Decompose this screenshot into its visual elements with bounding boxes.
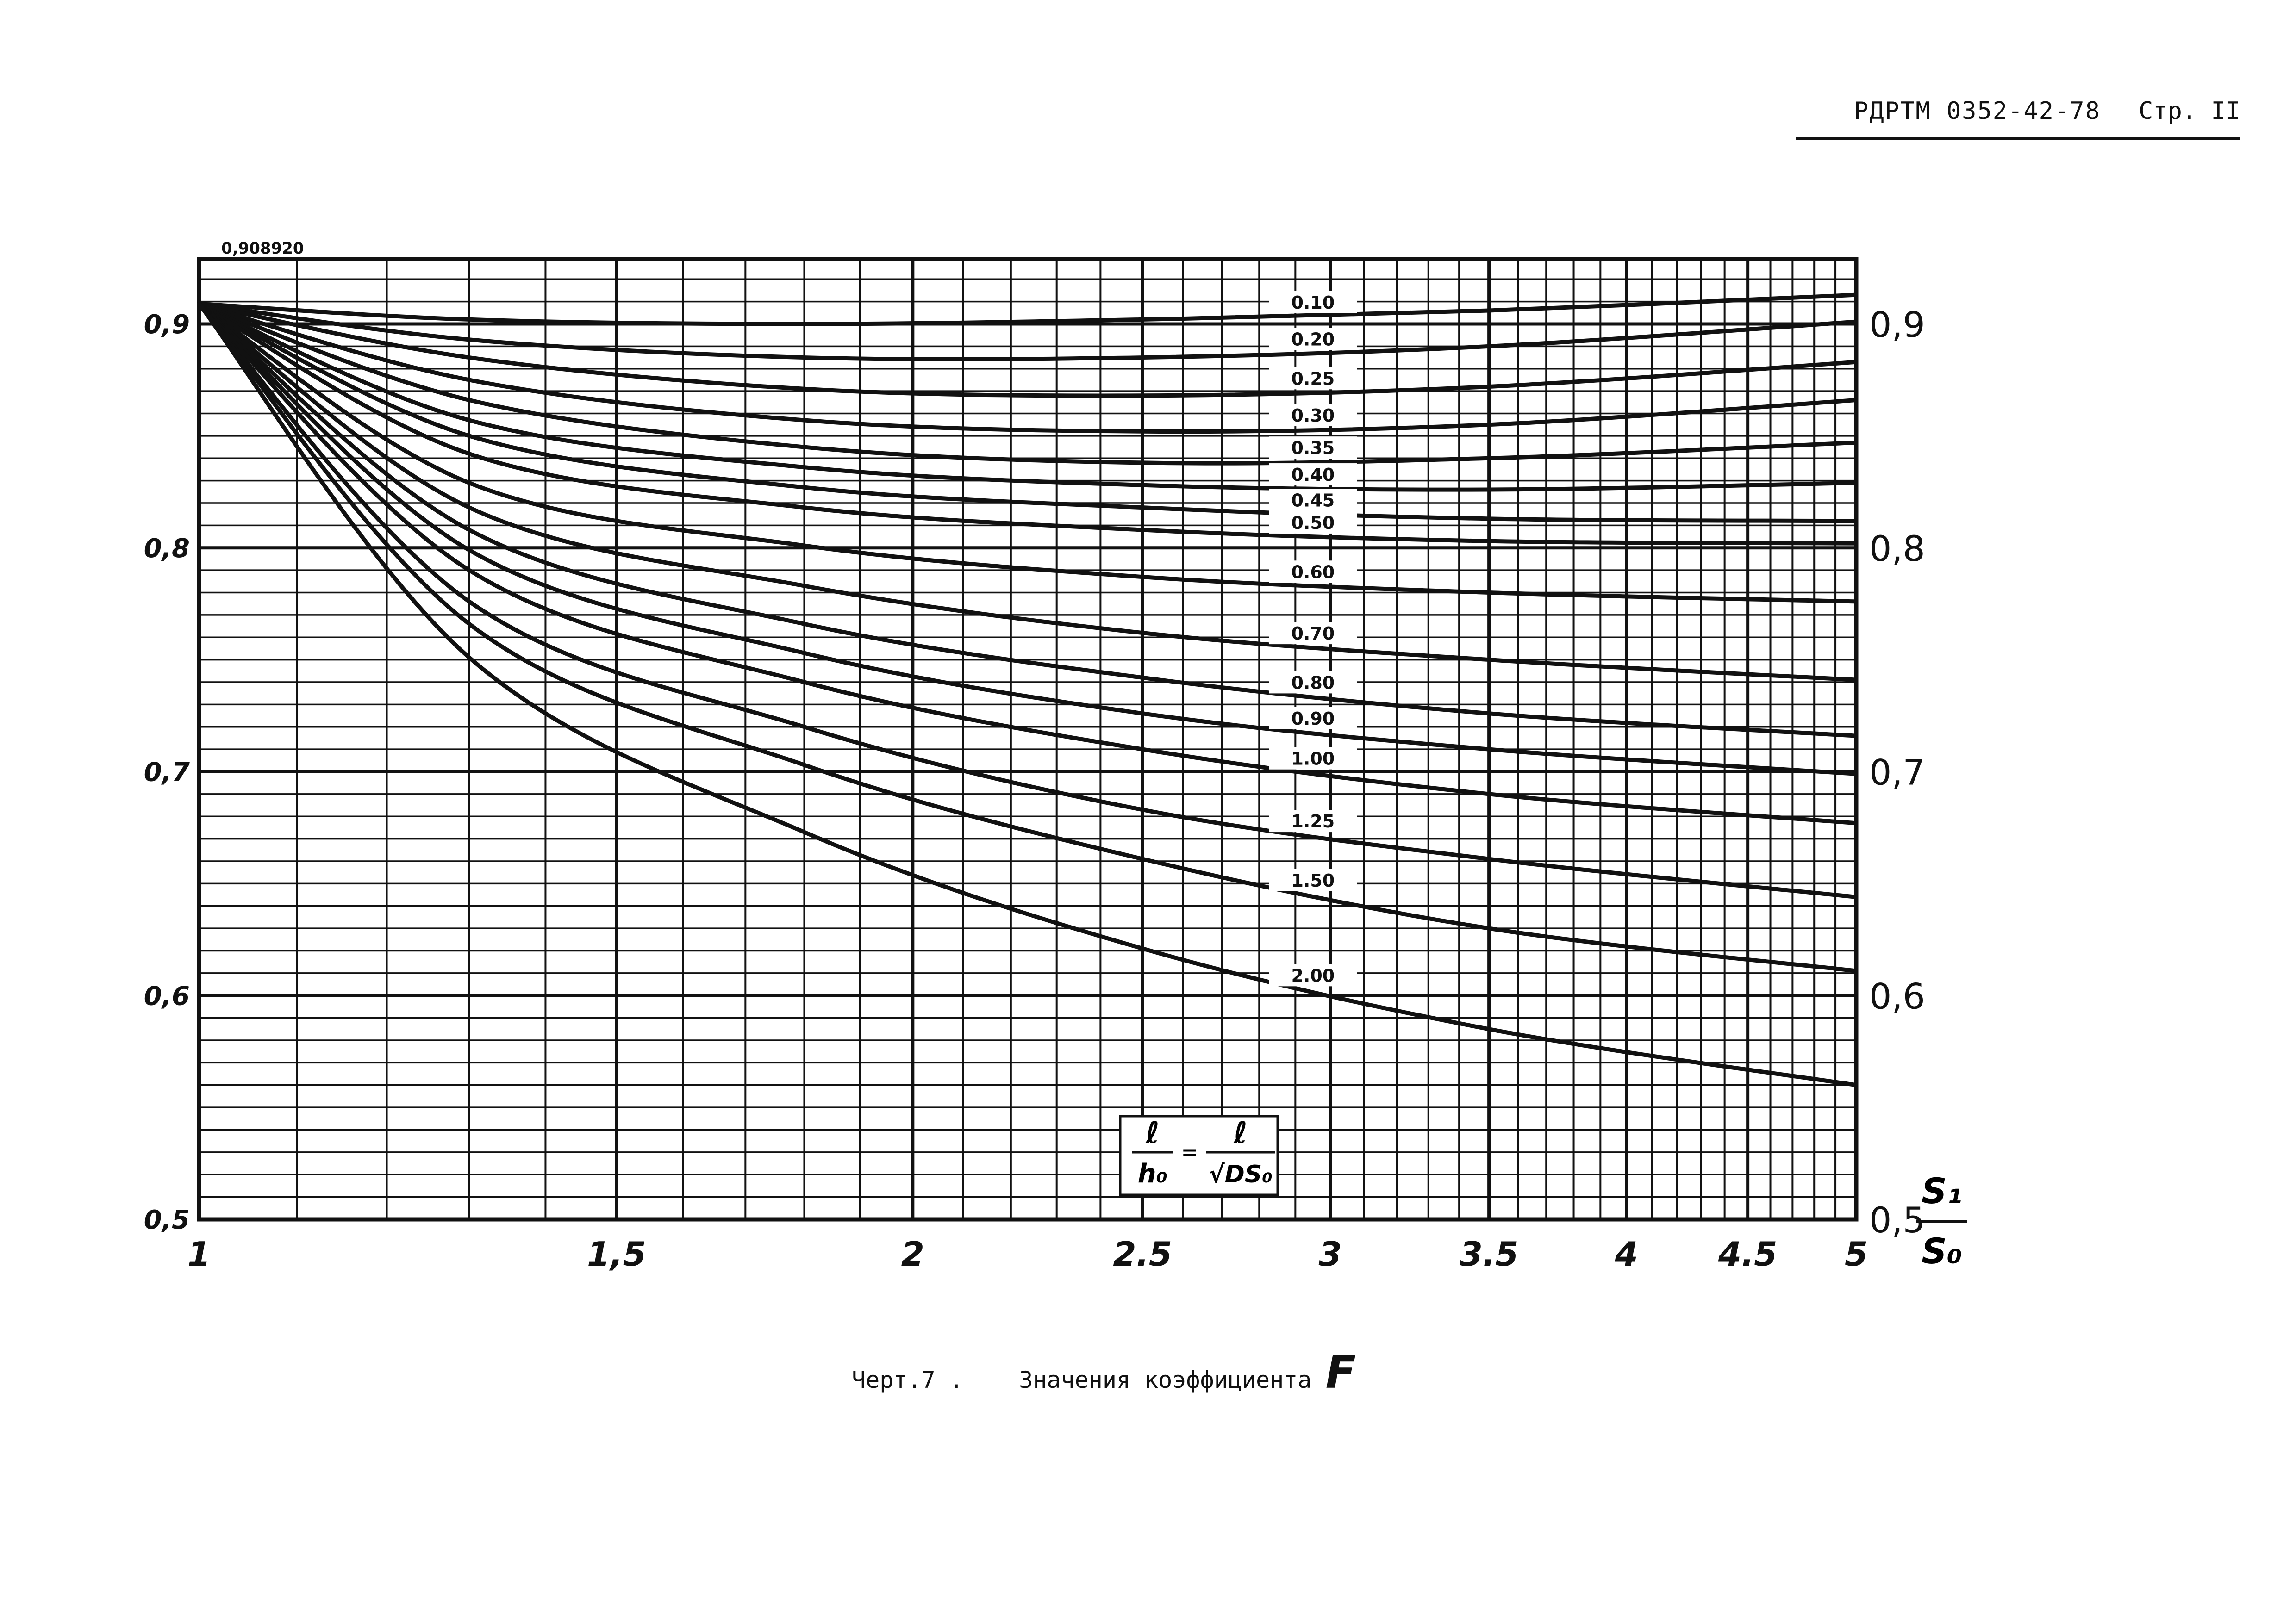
plot-border	[197, 257, 1859, 1222]
page-number: Стр. II	[2139, 97, 2240, 125]
series-label-bg	[1269, 810, 1357, 833]
x-axis-label-denominator: S₀	[1922, 1230, 1962, 1272]
series-label-0-70: 0.70	[1291, 623, 1335, 644]
x-axis-label: S₁ S₀	[1916, 1170, 1967, 1272]
tick-labels: 1 1,5 2 2.5 3 3.5 4 4.5 5 0,9 0,8 0,7 0,6 0,5 0,9 0,8 0,…	[144, 304, 1925, 1274]
page-prefix: Стр.	[2139, 97, 2197, 125]
curve-1-50	[197, 301, 1859, 973]
chart-grid	[199, 259, 1858, 1219]
y-tick-label-left: 0,5	[144, 1205, 190, 1235]
y-tick-label-right: 0,8	[1869, 528, 1925, 569]
curve-0-10	[197, 292, 1859, 326]
series-label-bg	[1269, 436, 1357, 459]
curve-0-20	[197, 301, 1859, 362]
curve-1-25	[197, 301, 1859, 899]
series-label-0-20: 0.20	[1291, 329, 1335, 350]
series-label-0-40: 0.40	[1291, 465, 1335, 485]
curve-0-35	[197, 301, 1859, 466]
series-label-bg	[1269, 747, 1357, 770]
page-num: II	[2211, 97, 2240, 125]
x-tick-label: 3.5	[1460, 1235, 1519, 1274]
y-tick-label-right: 0,6	[1869, 976, 1925, 1017]
header-rule	[1796, 137, 2240, 140]
figure-caption: Черт.7 . Значения коэффициента F	[852, 1347, 1356, 1398]
y-tick-label-left: 0,8	[144, 534, 190, 564]
start-value-label: 0,908920	[221, 239, 304, 258]
series-label-bg	[1269, 964, 1357, 987]
series-label-bg	[1269, 404, 1357, 427]
x-tick-label: 3	[1319, 1235, 1342, 1274]
formula-lhs-denominator: h₀	[1138, 1159, 1167, 1189]
y-tick-label-right: 0,5	[1869, 1199, 1925, 1241]
curve-0-50	[197, 301, 1859, 546]
figure-label: Черт.7 .	[852, 1367, 963, 1393]
y-tick-label-left: 0,6	[144, 981, 190, 1011]
formula-rhs-numerator: ℓ	[1233, 1116, 1248, 1150]
formula-lhs-numerator: ℓ	[1145, 1116, 1160, 1150]
start-value-annotation: 0,908920	[218, 239, 361, 260]
series-label-1-00: 1.00	[1291, 749, 1335, 769]
curve-0-40	[197, 301, 1859, 492]
chart-curves	[197, 292, 1859, 1088]
curve-1-00	[197, 301, 1859, 826]
x-tick-label: 2.5	[1113, 1235, 1172, 1274]
y-tick-label-right: 0,9	[1869, 304, 1925, 345]
series-label-bg	[1269, 622, 1357, 645]
curve-0-45	[197, 301, 1859, 523]
series-label-1-50: 1.50	[1291, 870, 1335, 891]
x-tick-label: 4.5	[1718, 1235, 1778, 1274]
caption-text: Значения коэффициента	[1019, 1367, 1312, 1393]
series-label-bg	[1269, 489, 1357, 511]
series-label-bg	[1269, 463, 1357, 486]
series-label-bg	[1269, 291, 1357, 313]
series-label-bg	[1269, 511, 1357, 534]
x-axis-label-numerator: S₁	[1922, 1170, 1962, 1212]
series-label-1-25: 1.25	[1291, 811, 1335, 832]
formula-box: ℓ h₀ = ℓ √DS₀	[1119, 1115, 1279, 1196]
series-label-0-60: 0.60	[1291, 562, 1335, 582]
curve-0-30	[197, 301, 1859, 434]
x-tick-label: 4	[1615, 1235, 1638, 1274]
series-label-0-90: 0.90	[1291, 708, 1335, 729]
curve-0-80	[197, 301, 1859, 738]
series-label-2-00: 2.00	[1291, 965, 1335, 986]
x-tick-label: 5	[1845, 1235, 1868, 1274]
coefficient-symbol: F	[1325, 1347, 1356, 1398]
series-label-0-45: 0.45	[1291, 491, 1335, 511]
y-tick-label-left: 0,7	[144, 758, 190, 788]
series-label-bg	[1269, 671, 1357, 694]
y-tick-label-right: 0,7	[1869, 752, 1925, 793]
series-label-0-10: 0.10	[1291, 292, 1335, 313]
series-label-0-80: 0.80	[1291, 672, 1335, 693]
series-label-0-35: 0.35	[1291, 438, 1335, 458]
chart-frame	[197, 257, 1859, 1222]
series-label-0-30: 0.30	[1291, 405, 1335, 426]
series-label-bg	[1269, 869, 1357, 891]
series-labels: 0.10 0.20 0.25 0.30 0.35 0.40 0.450.50 0.60 0.70…	[1269, 291, 1357, 987]
x-tick-label: 1,5	[587, 1235, 646, 1274]
series-label-bg	[1269, 367, 1357, 390]
curve-0-60	[197, 301, 1859, 604]
y-tick-label-left: 0,9	[144, 310, 190, 340]
x-tick-label: 1	[187, 1235, 211, 1274]
curve-2-00	[197, 301, 1859, 1088]
formula-equals: =	[1181, 1141, 1198, 1164]
series-label-bg	[1269, 328, 1357, 350]
series-label-0-25: 0.25	[1291, 368, 1335, 389]
series-label-bg	[1269, 560, 1357, 583]
series-label-0-50: 0.50	[1291, 513, 1335, 533]
formula-rhs-denominator: √DS₀	[1209, 1161, 1273, 1188]
x-tick-label: 2	[901, 1235, 924, 1274]
curve-0-70	[197, 301, 1859, 682]
curve-0-25	[197, 301, 1859, 398]
formula-frame	[1119, 1115, 1279, 1196]
series-label-bg	[1269, 707, 1357, 729]
document-number: РДРТМ 0352-42-78	[1854, 97, 2101, 125]
curve-0-90	[197, 301, 1859, 776]
